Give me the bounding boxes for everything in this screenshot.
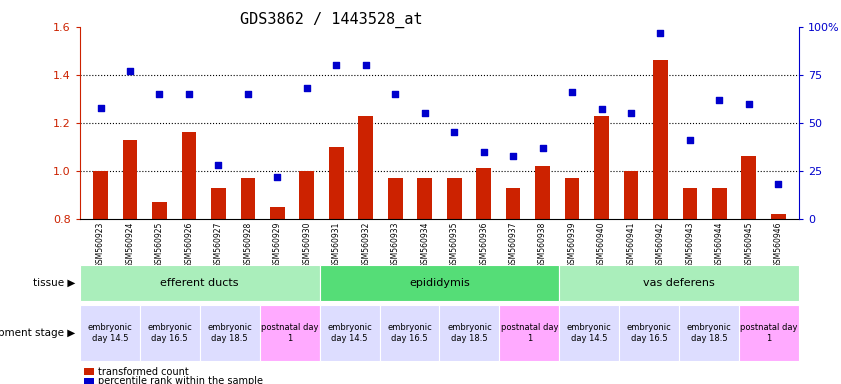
Point bbox=[212, 162, 225, 168]
Text: embryonic
day 14.5: embryonic day 14.5 bbox=[87, 323, 132, 343]
Bar bbox=[447, 178, 462, 219]
Text: embryonic
day 18.5: embryonic day 18.5 bbox=[687, 323, 732, 343]
Point bbox=[742, 101, 755, 107]
Point bbox=[182, 91, 196, 97]
Text: embryonic
day 16.5: embryonic day 16.5 bbox=[627, 323, 671, 343]
Text: GDS3862 / 1443528_at: GDS3862 / 1443528_at bbox=[241, 12, 423, 28]
Text: postnatal day
1: postnatal day 1 bbox=[500, 323, 558, 343]
Text: embryonic
day 14.5: embryonic day 14.5 bbox=[567, 323, 611, 343]
Point bbox=[330, 62, 343, 68]
Text: embryonic
day 16.5: embryonic day 16.5 bbox=[387, 323, 431, 343]
Point bbox=[624, 110, 637, 116]
Text: postnatal day
1: postnatal day 1 bbox=[261, 323, 319, 343]
Bar bbox=[211, 188, 225, 219]
Bar bbox=[299, 171, 315, 219]
Point bbox=[359, 62, 373, 68]
Bar bbox=[417, 178, 432, 219]
Point bbox=[124, 68, 137, 74]
Text: tissue ▶: tissue ▶ bbox=[34, 278, 76, 288]
Text: transformed count: transformed count bbox=[98, 367, 188, 377]
Bar bbox=[742, 157, 756, 219]
Point bbox=[565, 89, 579, 95]
Point bbox=[418, 110, 431, 116]
Text: vas deferens: vas deferens bbox=[643, 278, 715, 288]
Point bbox=[241, 91, 255, 97]
Point bbox=[683, 137, 696, 143]
Point bbox=[271, 174, 284, 180]
Text: efferent ducts: efferent ducts bbox=[161, 278, 239, 288]
Bar bbox=[624, 171, 638, 219]
Text: development stage ▶: development stage ▶ bbox=[0, 328, 76, 338]
Point bbox=[153, 91, 167, 97]
Bar bbox=[123, 140, 137, 219]
Bar bbox=[476, 169, 491, 219]
Point bbox=[653, 30, 667, 36]
Bar bbox=[241, 178, 255, 219]
Text: embryonic
day 14.5: embryonic day 14.5 bbox=[327, 323, 372, 343]
Point bbox=[300, 85, 314, 91]
Text: percentile rank within the sample: percentile rank within the sample bbox=[98, 376, 262, 384]
Bar bbox=[505, 188, 521, 219]
Point bbox=[771, 181, 785, 187]
Bar bbox=[152, 202, 167, 219]
Point bbox=[712, 97, 726, 103]
Point bbox=[94, 104, 108, 111]
Text: embryonic
day 18.5: embryonic day 18.5 bbox=[447, 323, 492, 343]
Bar bbox=[182, 132, 196, 219]
Bar bbox=[388, 178, 403, 219]
Bar bbox=[683, 188, 697, 219]
Bar bbox=[564, 178, 579, 219]
Point bbox=[389, 91, 402, 97]
Bar bbox=[712, 188, 727, 219]
Bar bbox=[594, 116, 609, 219]
Point bbox=[536, 145, 549, 151]
Bar bbox=[270, 207, 285, 219]
Point bbox=[477, 149, 490, 155]
Bar bbox=[653, 61, 668, 219]
Point bbox=[447, 129, 461, 136]
Bar bbox=[329, 147, 344, 219]
Text: postnatal day
1: postnatal day 1 bbox=[740, 323, 798, 343]
Bar bbox=[358, 116, 373, 219]
Point bbox=[595, 106, 608, 113]
Bar bbox=[93, 171, 108, 219]
Text: embryonic
day 16.5: embryonic day 16.5 bbox=[147, 323, 192, 343]
Point bbox=[506, 152, 520, 159]
Bar bbox=[535, 166, 550, 219]
Bar bbox=[771, 214, 785, 219]
Text: epididymis: epididymis bbox=[409, 278, 470, 288]
Text: embryonic
day 18.5: embryonic day 18.5 bbox=[208, 323, 252, 343]
